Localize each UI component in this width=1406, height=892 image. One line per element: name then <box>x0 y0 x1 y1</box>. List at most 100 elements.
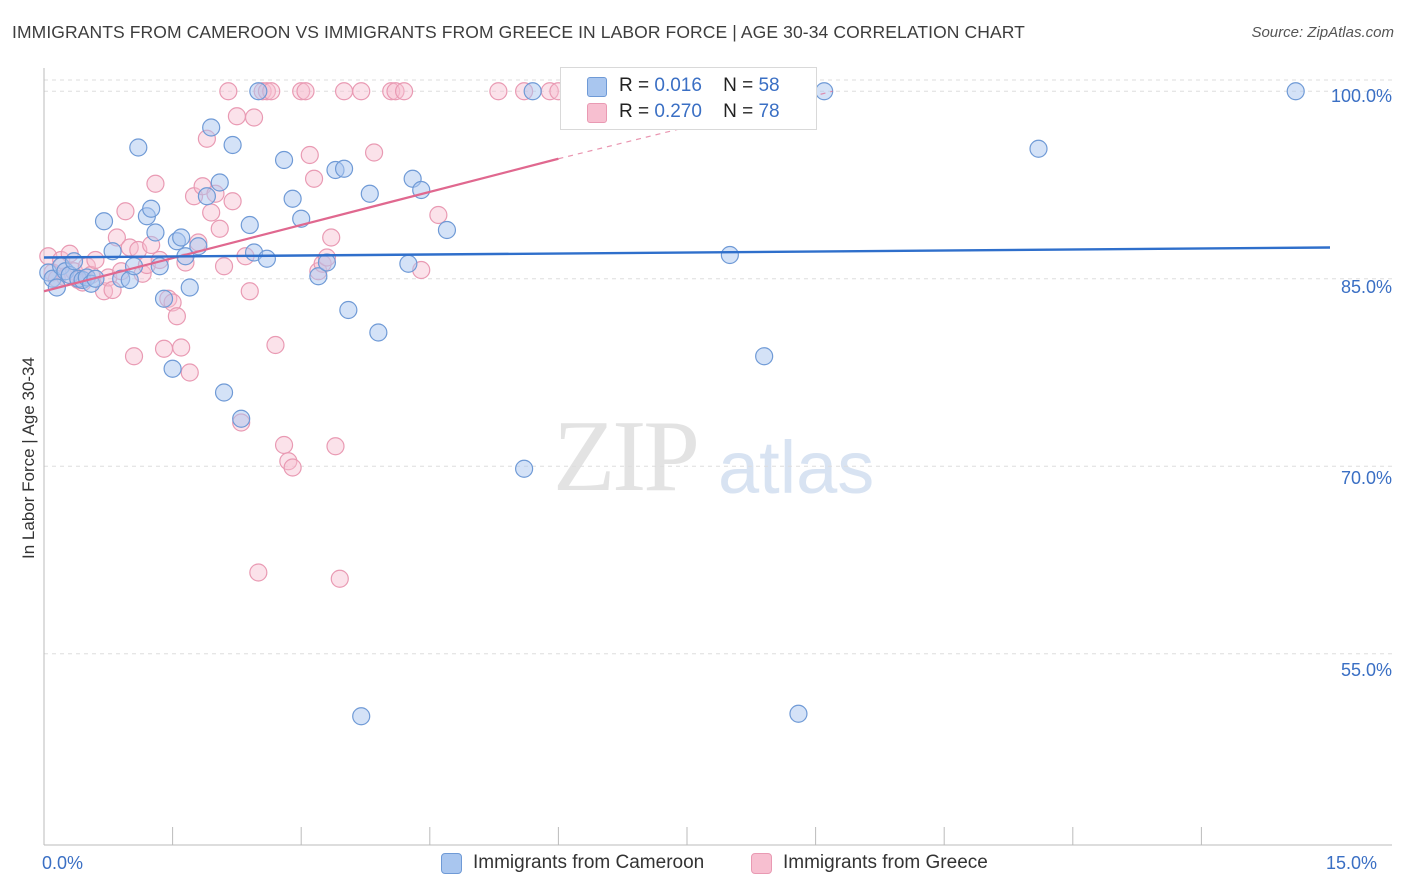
greece-point-30 <box>172 338 191 357</box>
greece-point-24 <box>146 174 165 193</box>
cameroon-point-56 <box>720 245 739 265</box>
cameroon-point-50 <box>399 254 418 273</box>
greece-point-26 <box>154 339 174 358</box>
bottom-greece-label: Immigrants from Greece <box>783 852 988 873</box>
greece-point-19 <box>124 347 144 366</box>
cameroon-point-20 <box>146 223 165 242</box>
greece-point-37 <box>202 203 221 222</box>
cameroon-point-27 <box>180 278 199 297</box>
greece-point-40 <box>214 257 234 276</box>
cameroon-point-59 <box>815 82 834 101</box>
greece-point-43 <box>227 107 246 126</box>
cameroon-point-58 <box>789 704 808 723</box>
greece-point-63 <box>322 228 341 247</box>
cameroon-point-54 <box>515 459 534 478</box>
greece-trendline <box>43 157 559 293</box>
greece-point-39 <box>210 219 229 238</box>
greece-point-69 <box>382 82 401 101</box>
cameroon-swatch <box>587 77 607 97</box>
greece-point-57 <box>296 82 315 101</box>
legend-cameroon-r-value: 0.016 <box>654 75 702 96</box>
greece-point-53 <box>274 435 294 455</box>
greece-point-11 <box>86 250 105 270</box>
y-tick-85: 85.0% <box>1340 277 1392 297</box>
cameroon-point-34 <box>232 409 251 428</box>
y-tick-70: 70.0% <box>1340 468 1392 488</box>
cameroon-point-38 <box>257 249 277 268</box>
greece-point-32 <box>180 363 199 382</box>
greece-point-56 <box>292 82 311 101</box>
greece-point-71 <box>394 82 414 101</box>
bottom-cameroon-swatch <box>441 853 462 874</box>
cameroon-point-39 <box>274 150 294 170</box>
cameroon-point-61 <box>1286 82 1305 101</box>
greece-point-52 <box>266 335 285 355</box>
watermark-zip: ZIP <box>553 400 700 513</box>
cameroon-point-48 <box>360 184 379 203</box>
greece-point-42 <box>223 192 242 211</box>
greece-point-46 <box>240 282 259 301</box>
x-tick-left: 0.0% <box>42 853 84 873</box>
legend-greece-n-label: N = <box>723 101 754 122</box>
cameroon-point-13 <box>103 242 122 261</box>
greece-point-29 <box>167 307 186 326</box>
cameroon-point-35 <box>240 215 259 235</box>
correlation-legend: R = 0.016 N = 58 R = 0.270 N = 78 <box>560 67 817 130</box>
legend-greece-r-label: R = <box>619 101 650 122</box>
cameroon-point-43 <box>317 253 337 272</box>
cameroon-point-53 <box>437 220 457 240</box>
bottom-greece-swatch <box>751 853 772 874</box>
cameroon-point-49 <box>369 323 388 342</box>
y-tick-100: 100.0% <box>1330 86 1392 106</box>
legend-greece-r-value: 0.270 <box>654 101 702 122</box>
cameroon-point-46 <box>339 300 358 320</box>
cameroon-point-33 <box>223 135 242 155</box>
cameroon-points <box>39 82 1305 726</box>
greece-point-64 <box>326 437 345 456</box>
y-axis-label: In Labor Force | Age 30-34 <box>19 357 38 559</box>
cameroon-point-23 <box>163 359 182 378</box>
cameroon-point-47 <box>352 707 371 726</box>
greece-point-67 <box>352 82 371 101</box>
cameroon-point-40 <box>283 189 302 208</box>
legend-cameroon-text: R = 0.016 N = 58 <box>619 75 780 97</box>
cameroon-point-30 <box>202 118 221 137</box>
cameroon-point-55 <box>523 82 542 101</box>
legend-cameroon-n-value: 58 <box>758 75 780 96</box>
legend-greece-n-value: 78 <box>758 101 780 122</box>
cameroon-point-6 <box>64 252 84 271</box>
cameroon-point-42 <box>309 267 328 286</box>
greece-point-59 <box>304 169 324 188</box>
greece-point-41 <box>219 82 238 101</box>
cameroon-point-29 <box>197 187 216 206</box>
greece-point-55 <box>283 458 302 477</box>
cameroon-point-45 <box>334 159 354 178</box>
cameroon-point-17 <box>129 138 148 157</box>
legend-cameroon-n-label: N = <box>723 75 754 96</box>
grid-lines <box>44 79 1392 655</box>
greece-swatch <box>587 103 607 123</box>
cameroon-point-22 <box>154 289 174 308</box>
legend-greece-text: R = 0.270 N = 78 <box>619 101 780 123</box>
legend-cameroon-r-label: R = <box>619 75 650 96</box>
cameroon-point-57 <box>755 347 774 366</box>
greece-point-65 <box>330 569 349 588</box>
cameroon-point-19 <box>142 199 161 218</box>
cameroon-point-37 <box>249 82 268 101</box>
cameroon-point-12 <box>94 212 114 231</box>
source-label: Source: ZipAtlas.com <box>1251 24 1394 41</box>
y-tick-55: 55.0% <box>1340 660 1392 680</box>
chart-title: IMMIGRANTS FROM CAMEROON VS IMMIGRANTS F… <box>12 22 1025 42</box>
cameroon-point-31 <box>210 173 229 192</box>
greece-point-47 <box>244 108 264 127</box>
greece-point-66 <box>334 82 354 101</box>
bottom-cameroon-label: Immigrants from Cameroon <box>473 852 705 873</box>
greece-point-74 <box>489 82 508 101</box>
watermark-atlas: atlas <box>718 426 875 509</box>
greece-point-48 <box>249 563 268 582</box>
cameroon-trendline <box>43 246 1331 259</box>
axes <box>43 68 1392 846</box>
greece-point-58 <box>300 145 319 165</box>
cameroon-point-32 <box>214 383 234 402</box>
